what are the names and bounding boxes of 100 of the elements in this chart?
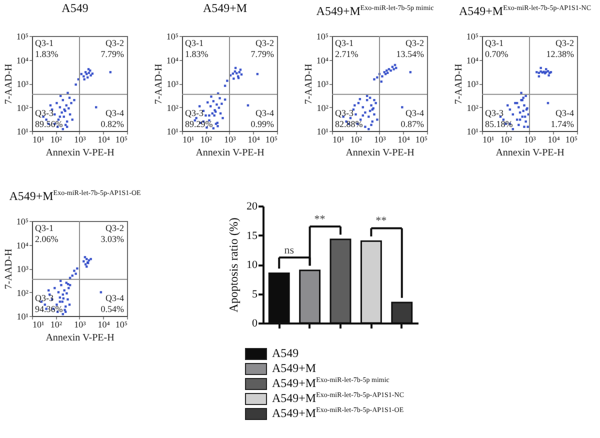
y-tick-label: 10¹ [466,126,479,136]
y-tick-label: 10² [16,288,29,298]
x-tick-label: 10⁴ [98,320,110,330]
annotation: 1.74% [550,119,574,129]
y-tick-label: 20 [246,200,258,212]
x-tick-label: 10⁵ [265,134,278,144]
x-tick-label: 10⁴ [398,134,410,144]
x-tick-label: 10⁵ [115,134,128,144]
y-axis-title: 7-AAD-H [453,64,464,104]
y-tick-label: 10² [16,102,29,113]
annotation: Q3-3 [35,108,54,118]
y-tick-label: 10³ [316,79,329,89]
annotation: Q3-4 [406,108,424,118]
annotation: 2.06% [35,234,59,244]
chart-title: A549+M [202,1,248,17]
x-tick-label: 10³ [374,134,386,144]
annotation: Q3-4 [106,108,124,118]
x-tick-label: 10⁴ [548,134,560,144]
legend-label: A549+M$^{Exo-miR-let-7b-5p-AP1S1-OE}$ [272,406,404,421]
y-tick-label: 10⁴ [16,55,28,66]
y-axis-title: 7-AAD-H [3,64,14,104]
annotation: Q3-2 [556,38,574,48]
x-axis-title: Annexin V-PE-H [496,148,564,158]
annotation: 7.79% [100,49,124,59]
y-tick-label: 0 [252,318,258,330]
annotation: Q3-3 [485,108,504,118]
annotation: Q3-4 [256,108,274,118]
annotation: 7.79% [250,49,274,59]
y-tick-label: 10⁴ [16,240,28,250]
chart-title: A549+M$^{Exo-miR-let-7b-5p-AP1S1-NC}$ [458,3,592,20]
y-tick-label: 10² [166,102,179,113]
annotation: 1.83% [35,49,59,59]
x-tick-label: 10³ [74,320,86,330]
y-axis-title: Apoptosis ratio (%) [226,218,240,312]
legend-label: A549 [272,346,299,361]
x-tick-label: 10² [50,134,62,144]
annotation: ** [314,213,326,226]
annotation: 0.70% [485,49,509,59]
annotation: 89.29% [185,119,214,129]
x-axis-title: Annexin V-PE-H [196,148,264,158]
annotation: Q3-1 [185,38,204,48]
x-tick-label: 10² [350,134,362,144]
x-axis-title: Annexin V-PE-H [46,332,114,344]
y-tick-label: 10⁴ [166,55,178,66]
annotation: 1.83% [185,49,209,59]
annotation: 0.54% [100,304,124,314]
annotation: Q3-2 [106,38,124,48]
annotation: 0.99% [250,119,274,129]
y-tick-label: 10⁴ [466,55,478,66]
y-tick-label: 10¹ [16,126,29,136]
y-tick-label: 10³ [16,264,29,274]
x-tick-label: 10² [50,320,62,330]
y-tick-label: 5 [252,288,258,300]
y-tick-label: 10⁴ [316,55,328,66]
annotation: 13.54% [396,49,424,59]
y-tick-label: 10³ [466,79,479,89]
y-tick-label: 15 [246,230,258,242]
x-tick-label: 10⁴ [98,134,110,144]
chart-title: A549+M$^{Exo-miR-let-7b-5p mimic}$ [315,3,435,20]
legend-label: A549+M$^{Exo-miR-let-7b-5p mimic}$ [272,376,390,391]
y-tick-label: 10² [466,102,479,113]
x-tick-label: 10³ [74,134,86,144]
annotation: 0.87% [400,119,424,129]
y-tick-label: 10 [246,259,258,271]
x-tick-label: 10² [200,134,212,144]
annotation: ** [376,215,387,228]
annotation: 12.38% [546,49,574,59]
annotation: ns [284,244,294,256]
y-tick-label: 10⁵ [466,32,478,42]
y-tick-label: 10⁵ [316,32,328,42]
y-axis-title: 7-AAD-H [303,64,314,104]
chart-title: A549+M$^{Exo-miR-let-7b-5p-AP1S1-OE}$ [8,188,142,205]
annotation: 85.18% [485,119,514,129]
annotation: Q3-1 [35,223,54,233]
annotation: Q3-2 [106,223,124,233]
x-tick-label: 10¹ [482,134,494,144]
y-tick-label: 10¹ [166,126,179,136]
annotation: Q3-3 [185,108,204,118]
x-tick-label: 10⁵ [415,134,428,144]
annotation: Q3-4 [556,108,574,118]
x-tick-label: 10⁵ [565,134,578,144]
annotation: 3.03% [100,234,124,244]
legend-label: A549+M$^{Exo-miR-let-7b-5p-AP1S1-NC}$ [272,391,404,406]
y-axis-title: 7-AAD-H [153,64,164,104]
x-tick-label: 10² [500,134,512,144]
chart-title: A549 [60,1,90,17]
annotation: Q3-3 [335,108,354,118]
x-tick-label: 10³ [224,134,236,144]
annotation: Q3-4 [106,293,124,303]
annotation: Q3-2 [256,38,274,48]
y-tick-label: 10⁵ [16,216,28,226]
y-tick-label: 10⁵ [166,32,178,42]
annotation: 82.88% [335,119,364,129]
annotation: Q3-3 [35,293,54,303]
annotation: 94.36% [35,304,64,314]
y-axis-title: 7-AAD-H [3,248,14,290]
annotation: Q3-1 [335,38,354,48]
annotation: 89.56% [35,119,64,129]
legend-label: A549+M [272,361,316,376]
annotation: 0.82% [100,119,124,129]
